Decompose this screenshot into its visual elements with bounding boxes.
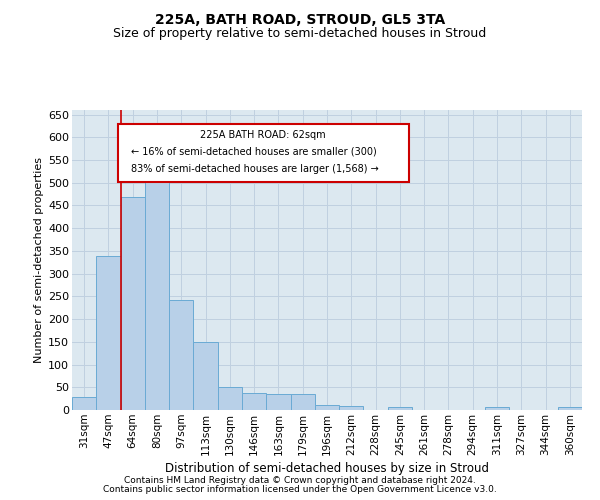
Bar — [121, 198, 145, 410]
Bar — [218, 388, 242, 410]
Bar — [388, 407, 412, 410]
Text: Contains HM Land Registry data © Crown copyright and database right 2024.: Contains HM Land Registry data © Crown c… — [124, 476, 476, 485]
Bar — [193, 342, 218, 410]
Y-axis label: Number of semi-detached properties: Number of semi-detached properties — [34, 157, 44, 363]
Text: 83% of semi-detached houses are larger (1,568) →: 83% of semi-detached houses are larger (… — [131, 164, 379, 173]
Bar — [558, 407, 582, 410]
Text: 225A BATH ROAD: 62sqm: 225A BATH ROAD: 62sqm — [200, 130, 326, 140]
Bar — [96, 256, 121, 410]
Bar — [72, 398, 96, 410]
Text: ← 16% of semi-detached houses are smaller (300): ← 16% of semi-detached houses are smalle… — [131, 147, 376, 157]
Bar — [242, 393, 266, 410]
FancyBboxPatch shape — [118, 124, 409, 182]
Bar — [290, 394, 315, 410]
Bar — [169, 300, 193, 410]
Text: Size of property relative to semi-detached houses in Stroud: Size of property relative to semi-detach… — [113, 28, 487, 40]
Bar — [145, 168, 169, 410]
Text: 225A, BATH ROAD, STROUD, GL5 3TA: 225A, BATH ROAD, STROUD, GL5 3TA — [155, 12, 445, 26]
Bar — [315, 405, 339, 410]
X-axis label: Distribution of semi-detached houses by size in Stroud: Distribution of semi-detached houses by … — [165, 462, 489, 475]
Bar — [266, 394, 290, 410]
Bar — [339, 406, 364, 410]
Text: Contains public sector information licensed under the Open Government Licence v3: Contains public sector information licen… — [103, 485, 497, 494]
Bar — [485, 408, 509, 410]
